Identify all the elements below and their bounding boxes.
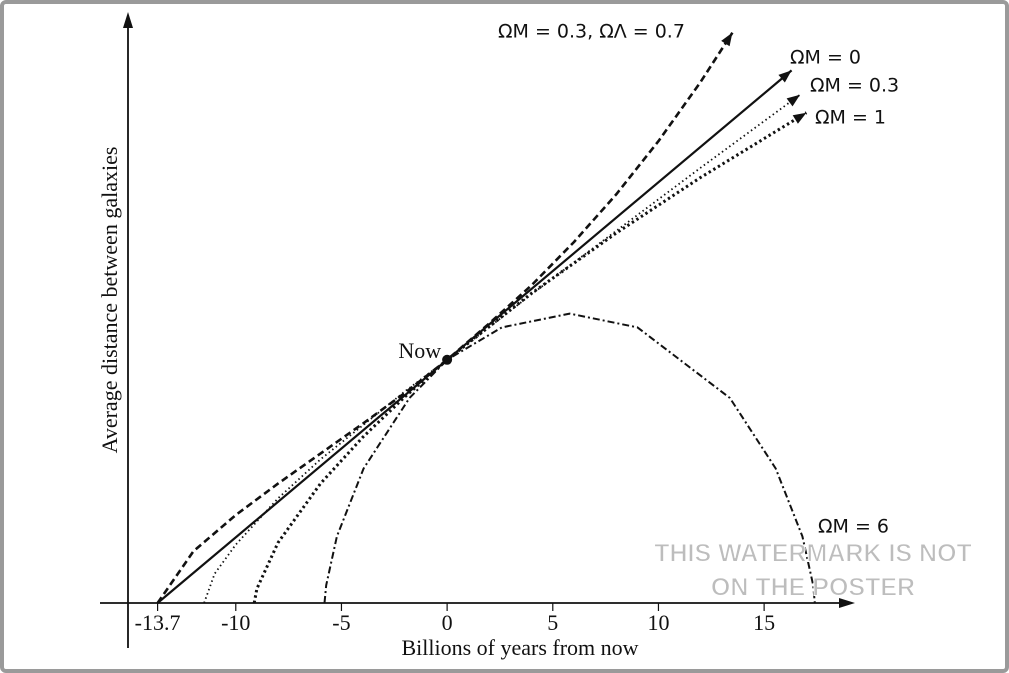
- series-label: ΩM = 0.3, ΩΛ = 0.7: [498, 21, 685, 43]
- series-arrowhead: [792, 112, 807, 124]
- x-tick-label: -10: [221, 610, 250, 635]
- series-label: ΩM = 1: [815, 107, 886, 129]
- y-axis-arrow: [123, 12, 133, 28]
- x-tick-label: -13.7: [135, 610, 181, 635]
- x-tick-label: -5: [332, 610, 350, 635]
- series-arrowhead: [721, 32, 733, 47]
- x-axis-arrow: [839, 598, 855, 608]
- series-label: ΩM = 0: [790, 47, 861, 69]
- series-arrowhead: [786, 94, 801, 107]
- y-axis-label: Average distance between galaxies: [97, 147, 122, 454]
- series-arrowhead: [778, 70, 792, 83]
- watermark: ON THE POSTER: [711, 574, 915, 602]
- x-axis-label: Billions of years from now: [401, 635, 638, 660]
- watermark: THIS WATERMARK IS NOT: [654, 540, 972, 568]
- annotation-point: [442, 354, 453, 365]
- annotation-label: Now: [398, 338, 441, 363]
- x-tick-label: 15: [753, 610, 775, 635]
- x-tick-label: 0: [442, 610, 453, 635]
- x-tick-label: 5: [547, 610, 558, 635]
- series-label: ΩM = 6: [818, 516, 889, 538]
- series-line: [323, 312, 816, 604]
- series-label: ΩM = 0.3: [810, 75, 899, 97]
- x-tick-label: 10: [647, 610, 669, 635]
